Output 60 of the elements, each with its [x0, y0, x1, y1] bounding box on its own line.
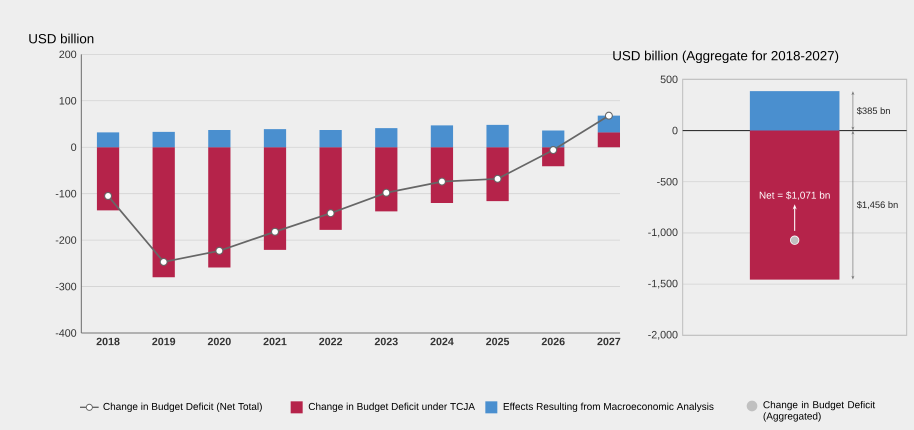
annotation: $385 bn: [856, 107, 890, 115]
bar: [96, 132, 120, 148]
point: [382, 188, 390, 197]
annotation: Net = $1,071 bn: [760, 191, 830, 200]
point: [438, 178, 446, 186]
bar: [264, 129, 286, 148]
x-tick-label: 2022: [319, 338, 342, 346]
y-tick-label: 0: [672, 126, 678, 134]
y-tick-label: -1,500: [648, 280, 678, 289]
y-tick-label: 500: [660, 76, 678, 84]
annotation: $1,456 bn: [856, 201, 898, 210]
y-tick-label: 0: [71, 143, 76, 151]
y-tick-label: -400: [56, 329, 76, 337]
point: [104, 192, 112, 200]
y-tick-label: -200: [56, 236, 76, 244]
x-tick-label: 2024: [430, 338, 454, 346]
x-tick-label: 2019: [152, 338, 176, 346]
bar: [375, 147, 398, 212]
y-tick-label: -500: [657, 178, 678, 186]
x-tick-label: 2021: [264, 338, 287, 346]
bar: [486, 124, 509, 148]
bar: [486, 147, 509, 202]
point: [604, 112, 613, 120]
point: [215, 246, 224, 255]
bar: [430, 147, 454, 203]
legend-label: Change in Budget Deficit (Aggregated): [763, 400, 876, 422]
y-tick-label: 100: [60, 97, 76, 105]
bar: [320, 147, 342, 230]
bar: [208, 130, 230, 148]
bar: [430, 125, 454, 148]
point: [270, 228, 279, 236]
legend-label: Change in Budget Deficit (Net Total): [103, 402, 262, 412]
x-tick-label: 2026: [542, 338, 565, 346]
y-tick-label: -2,000: [648, 330, 678, 340]
x-tick-label: 2020: [208, 338, 231, 346]
bar: [598, 132, 620, 148]
point: [160, 258, 168, 266]
bar: [264, 147, 286, 250]
legend-label: Change in Budget Deficit under TCJA: [308, 402, 475, 412]
bar: [152, 147, 175, 278]
y-axis-title: USD billion (Aggregate for 2018-2027): [613, 50, 838, 64]
bar: [96, 147, 120, 210]
y-tick-label: -100: [56, 190, 76, 198]
bar: [152, 132, 175, 148]
x-tick-label: 2018: [96, 338, 120, 346]
bar: [320, 130, 342, 148]
y-axis-title: USD billion: [29, 34, 94, 44]
point: [326, 209, 335, 218]
x-tick-label: 2025: [486, 338, 510, 346]
bar: [375, 128, 398, 148]
point: [494, 174, 502, 183]
bar: [542, 130, 564, 148]
point: [549, 146, 558, 154]
bar: [208, 147, 230, 268]
legend-label: Effects Resulting from Macroeconomic Analysis: [504, 402, 714, 412]
y-tick-label: 200: [59, 50, 76, 58]
y-tick-label: -300: [56, 282, 76, 290]
x-tick-label: 2027: [597, 338, 620, 346]
y-tick-label: -1,000: [648, 228, 678, 238]
x-tick-label: 2023: [374, 338, 398, 346]
